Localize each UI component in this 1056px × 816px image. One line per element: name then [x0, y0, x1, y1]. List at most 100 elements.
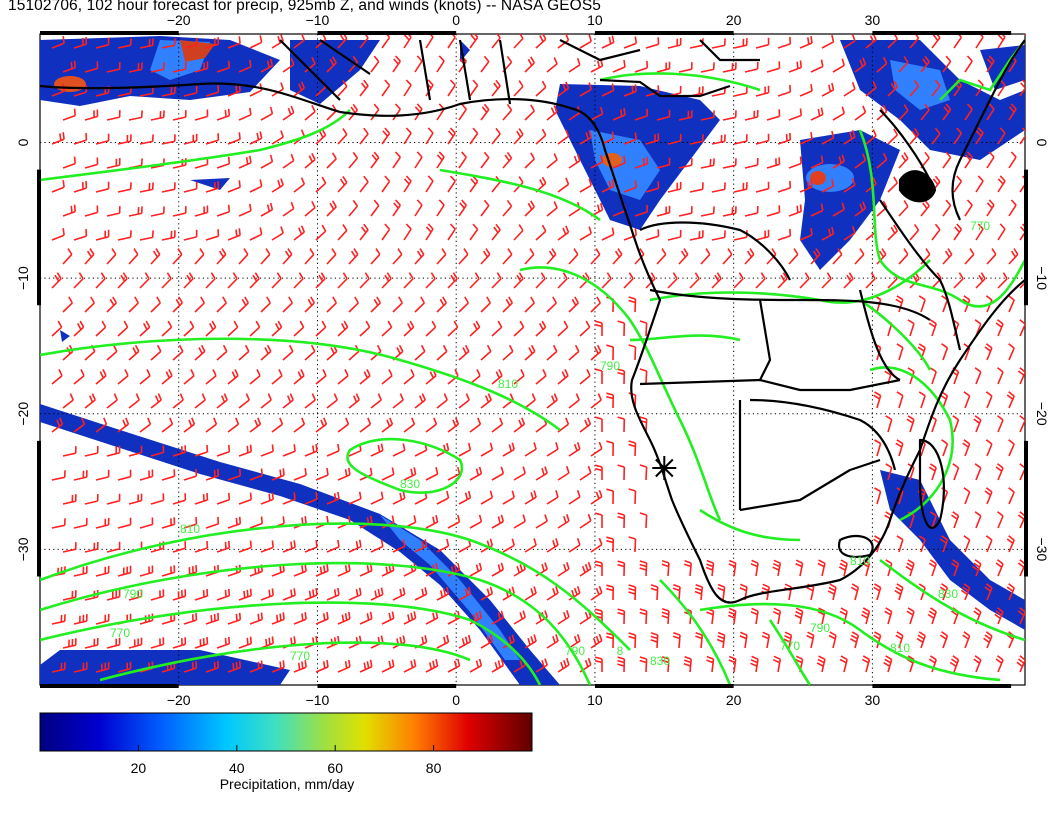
wind-barb	[883, 655, 893, 673]
wind-barb	[161, 320, 173, 337]
wind-barb	[469, 610, 483, 625]
wind-barb	[772, 559, 782, 577]
wind-barb	[594, 464, 603, 480]
left-lat-label: 0	[15, 138, 31, 146]
wind-barb	[656, 248, 667, 265]
top-lon-label: 30	[865, 12, 881, 28]
wind-barb	[348, 103, 359, 121]
wind-barb	[755, 85, 770, 97]
wind-barb	[885, 463, 893, 481]
wind-barb	[997, 79, 1006, 97]
wind-barb	[601, 272, 612, 289]
wind-barb	[706, 655, 715, 673]
left-lat-label: −30	[15, 537, 31, 561]
wind-barb	[1016, 655, 1025, 673]
wind-barb	[403, 223, 412, 241]
wind-barb	[750, 559, 759, 577]
wind-barb	[271, 660, 285, 673]
wind-barb	[392, 55, 401, 73]
wind-barb	[403, 417, 416, 433]
wind-barb	[117, 272, 128, 289]
wind-barb	[260, 444, 274, 457]
wind-barb	[777, 228, 792, 241]
wind-barb	[546, 393, 558, 409]
wind-barb	[205, 516, 220, 529]
wind-barb	[942, 248, 953, 265]
frame-bar	[317, 31, 457, 35]
wind-barb	[370, 151, 380, 169]
wind-barb	[326, 587, 340, 601]
wind-barb	[667, 37, 682, 49]
wind-barb	[150, 206, 165, 217]
wind-barb	[766, 205, 781, 217]
wind-barb	[639, 464, 648, 481]
wind-barb	[238, 344, 250, 361]
wind-barb	[1006, 583, 1015, 601]
wind-barb	[172, 344, 184, 361]
frame-bar	[594, 31, 734, 35]
wind-barb	[810, 155, 824, 169]
wind-barb	[249, 417, 262, 433]
wind-barb	[606, 440, 614, 457]
wind-barb	[722, 206, 737, 217]
wind-barb	[260, 106, 274, 121]
wind-barb	[887, 224, 898, 241]
wind-barb	[795, 559, 804, 577]
wind-barb	[557, 34, 570, 49]
wind-barb	[568, 57, 581, 73]
wind-barb	[716, 631, 726, 649]
wind-barb	[458, 151, 467, 169]
wind-barb	[183, 85, 198, 97]
wind-barb	[84, 205, 99, 217]
wind-barb	[73, 662, 88, 673]
wind-barb	[557, 225, 570, 241]
wind-barb	[117, 134, 132, 145]
colorbar-tick-label: 20	[131, 760, 147, 776]
wind-barb	[359, 127, 369, 145]
wind-barb	[502, 296, 513, 313]
wind-barb	[683, 655, 692, 673]
wind-barb	[799, 272, 810, 289]
wind-barb	[920, 248, 931, 265]
wind-barb	[293, 612, 307, 625]
top-lon-label: −20	[167, 12, 191, 28]
wind-barb	[755, 229, 770, 241]
wind-barb	[161, 369, 173, 385]
wind-barb	[238, 636, 252, 649]
wind-barb	[249, 516, 263, 529]
wind-barb	[436, 586, 450, 601]
wind-barb	[907, 367, 915, 385]
wind-barb	[95, 229, 110, 241]
wind-barb	[172, 393, 184, 409]
contour-label: 790	[600, 359, 620, 373]
wind-barb	[590, 248, 601, 265]
wind-barb	[128, 493, 143, 505]
wind-barb	[839, 607, 848, 625]
wind-barb	[502, 538, 515, 553]
wind-barb	[909, 79, 920, 97]
wind-barb	[997, 272, 1008, 289]
wind-barb	[1017, 367, 1025, 385]
wind-barb	[722, 110, 737, 121]
wind-barb	[843, 225, 856, 241]
wind-barb	[315, 659, 329, 673]
wind-barb	[546, 105, 558, 121]
wind-barb	[293, 468, 307, 481]
wind-barb	[997, 223, 1006, 241]
wind-barb	[728, 559, 737, 577]
wind-barb	[194, 248, 205, 265]
wind-barb	[216, 636, 231, 649]
wind-barb	[216, 540, 231, 553]
wind-barb	[150, 493, 165, 505]
wind-barb	[634, 60, 649, 73]
wind-barb	[447, 175, 456, 193]
wind-barb	[359, 175, 369, 193]
wind-barb	[623, 272, 634, 289]
wind-barb	[249, 468, 263, 481]
contour-label: 810	[890, 641, 910, 655]
wind-barb	[884, 607, 893, 625]
wind-barb	[359, 417, 372, 433]
wind-barb	[733, 134, 748, 145]
wind-barb	[755, 272, 766, 289]
wind-barb	[810, 203, 824, 217]
